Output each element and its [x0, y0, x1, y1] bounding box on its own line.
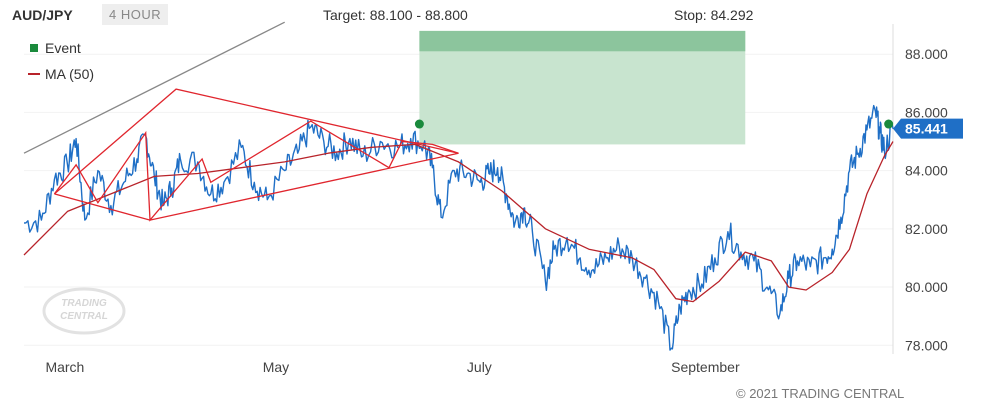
ma-series-line: [23, 141, 894, 303]
stop-label: Stop: 84.292: [674, 7, 754, 23]
target-range-band: [419, 30, 746, 52]
price-series-line: [23, 104, 894, 351]
y-tick-label: 88.000: [905, 46, 948, 62]
last-price-tag: [893, 118, 963, 139]
trading-central-watermark: TRADING CENTRAL: [42, 287, 126, 335]
y-tick-label: 84.000: [905, 163, 948, 179]
y-tick-label: 80.000: [905, 279, 948, 295]
y-tick-label: 78.000: [905, 337, 948, 353]
y-tick-label: 82.000: [905, 221, 948, 237]
timeframe-badge[interactable]: 4 HOUR: [102, 4, 169, 25]
y-tick-label: 86.000: [905, 104, 948, 120]
pattern-inner-zigzag: [53, 120, 459, 222]
chart-header: AUD/JPY 4 HOUR Target: 88.100 - 88.800 S…: [0, 0, 994, 30]
x-tick-label: March: [45, 359, 84, 375]
event-marker: [414, 119, 424, 129]
event-legend-icon: [30, 44, 38, 52]
x-tick-label: July: [467, 359, 492, 375]
x-tick-label: September: [671, 359, 740, 375]
watermark-line2: CENTRAL: [60, 311, 108, 322]
event-legend-label: Event: [45, 40, 81, 56]
resistance-trendline: [23, 21, 285, 154]
ma-legend-icon: [28, 73, 40, 75]
copyright-notice: © 2021 TRADING CENTRAL: [736, 386, 905, 401]
x-tick-label: May: [263, 359, 289, 375]
ma-legend-label: MA (50): [45, 66, 95, 82]
target-label: Target: 88.100 - 88.800: [323, 7, 468, 23]
watermark-line1: TRADING: [61, 298, 107, 309]
last-price-label: 85.441: [905, 121, 948, 137]
event-marker: [884, 119, 894, 129]
symbol-label: AUD/JPY: [12, 7, 73, 23]
